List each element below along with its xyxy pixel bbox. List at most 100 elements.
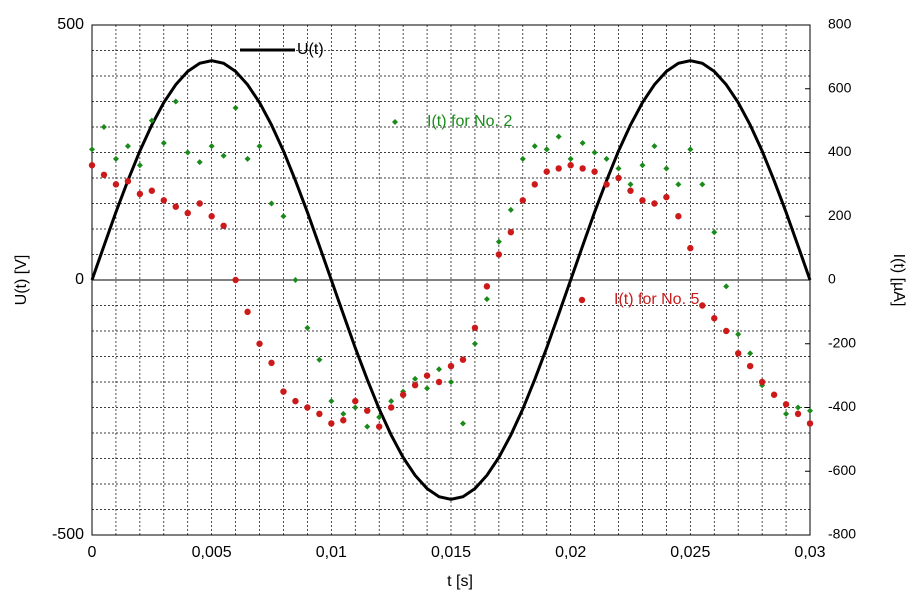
y2-tick-label: -600 [828,462,856,478]
data-point [411,381,419,389]
y2-tick-label: -800 [828,526,856,542]
data-point [747,350,754,357]
data-point [328,398,335,405]
data-point [136,162,143,169]
data-point [399,391,407,398]
data-point [268,359,275,367]
data-point [136,190,144,198]
data-point [507,228,515,236]
data-point [639,162,646,169]
data-point [543,168,550,175]
data-point [723,283,730,290]
data-point [746,362,754,370]
data-point [447,362,455,370]
y-tick-label: 500 [57,16,84,33]
x-tick-label: 0,005 [192,544,232,561]
data-point [352,397,359,405]
data-point [100,124,107,130]
data-point [483,296,490,303]
legend-marker [392,119,398,125]
data-point [591,149,598,156]
data-point [148,117,155,124]
data-point [543,146,550,153]
data-point [328,420,335,427]
data-point [687,146,694,153]
y2-tick-label: 600 [828,79,852,95]
data-point [555,165,562,172]
data-point [459,420,466,427]
y2-tick-label: 200 [828,207,852,223]
data-point [89,146,95,153]
data-point [352,404,359,411]
data-point [232,104,239,111]
legend-marker [578,296,586,304]
data-point [387,404,395,411]
data-point [316,410,323,418]
y-tick-label: 0 [75,271,84,288]
data-point [735,350,742,357]
data-point [735,331,742,338]
data-point [495,238,502,245]
data-point [208,213,215,220]
line-series [90,59,812,501]
data-point [292,277,299,283]
data-point [663,165,670,172]
data-point [795,404,802,411]
data-point [292,397,299,405]
y2-tick-label: -200 [828,334,856,350]
data-point [388,398,395,405]
data-point [603,181,610,188]
data-point [675,181,682,188]
data-point [519,197,526,204]
x-axis-label: t [s] [447,573,473,590]
data-point [244,155,251,162]
data-point [579,165,586,172]
data-point [316,356,323,363]
data-point [711,229,718,236]
data-point [711,315,718,322]
data-point [172,203,179,210]
data-point [651,200,658,207]
data-point [88,162,96,169]
data-point [124,177,132,185]
data-point [483,283,491,290]
data-point [160,197,167,204]
data-point [280,388,287,395]
data-point [723,327,730,335]
data-point [663,193,670,201]
data-point [627,187,634,194]
data-point [651,143,658,150]
y2-tick-label: 0 [828,271,836,287]
data-point [304,324,311,331]
data-point [806,420,814,427]
legend-label: I(t) for No. 5 [614,291,699,308]
data-point [172,98,179,105]
data-point [531,143,538,150]
data-point [782,401,790,408]
data-point [268,200,275,207]
data-point [304,404,311,411]
data-point [794,410,802,418]
data-point [436,366,443,373]
data-point [340,417,347,424]
data-point [435,378,443,386]
x-tick-label: 0,015 [431,544,471,561]
data-point [615,165,622,172]
data-point [675,213,682,220]
data-point [184,149,191,156]
data-point [459,356,467,363]
data-point [112,155,119,162]
data-point [579,139,586,146]
data-point [615,174,622,182]
data-point [471,340,478,347]
x-tick-label: 0,03 [794,544,825,561]
legend-label: U(t) [297,41,324,58]
data-point [208,143,215,150]
data-point [687,244,694,252]
data-point [424,385,431,392]
data-point [220,152,227,159]
data-point [603,155,610,162]
data-point [495,251,503,258]
x-tick-label: 0 [88,544,97,561]
